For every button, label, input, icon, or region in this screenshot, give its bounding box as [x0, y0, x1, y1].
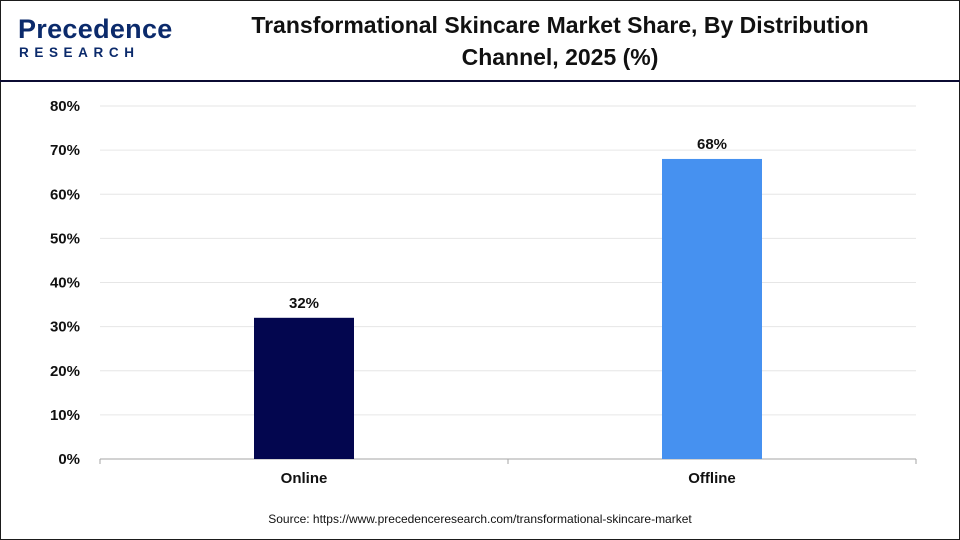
bar-offline	[662, 158, 762, 459]
y-tick-label: 10%	[50, 407, 80, 424]
y-tick-label: 20%	[50, 363, 80, 380]
y-tick-label: 0%	[58, 451, 80, 468]
data-label: 68%	[697, 136, 727, 153]
chart-title: Transformational Skincare Market Share, …	[195, 9, 925, 73]
header: Precedence RESEARCH Transformational Ski…	[0, 0, 960, 82]
bar-online	[254, 317, 354, 459]
x-tick-label: Offline	[688, 470, 736, 487]
x-tick-label: Online	[281, 470, 328, 487]
y-tick-label: 50%	[50, 230, 80, 247]
logo-wordmark: Precedence	[18, 14, 173, 44]
logo-subtitle: RESEARCH	[19, 45, 140, 60]
header-divider	[0, 80, 960, 82]
data-label: 32%	[289, 295, 319, 312]
source-note: Source: https://www.precedenceresearch.c…	[268, 512, 692, 526]
bar-chart: 0% 10% 20% 30% 40% 50% 60% 70% 80% 32% Online 68% Of…	[50, 98, 917, 487]
y-tick-label: 30%	[50, 319, 80, 336]
y-tick-label: 60%	[50, 186, 80, 203]
precedence-research-logo: Precedence RESEARCH	[18, 14, 172, 64]
chart-title-line-2: Channel, 2025 (%)	[461, 44, 659, 70]
y-tick-label: 80%	[50, 98, 80, 115]
y-tick-label: 40%	[50, 275, 80, 292]
y-tick-label: 70%	[50, 142, 80, 159]
chart-title-line-1: Transformational Skincare Market Share, …	[251, 12, 869, 38]
